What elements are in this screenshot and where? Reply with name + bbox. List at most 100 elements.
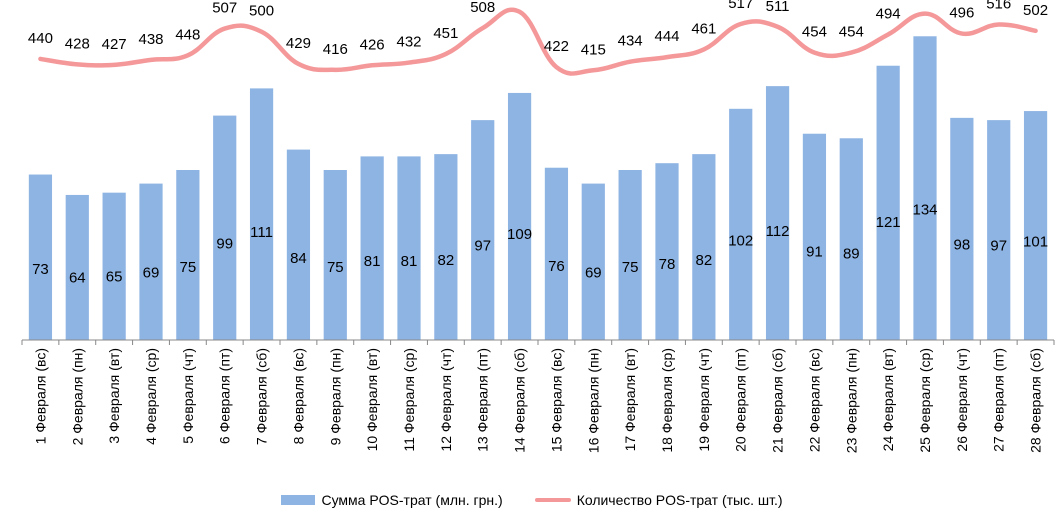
- bar-value-label: 84: [290, 250, 307, 267]
- category-label: 7 Февраля (сб): [254, 348, 270, 445]
- bar-value-label: 76: [548, 258, 565, 275]
- bar-value-label: 101: [1023, 234, 1048, 251]
- category-label: 11 Февраля (ср): [401, 348, 417, 452]
- category-label: 14 Февраля (сб): [512, 348, 528, 453]
- ticks-layer: [21, 340, 1055, 345]
- bar: [65, 194, 89, 340]
- bars-layer: [28, 36, 1048, 341]
- bar: [397, 156, 421, 340]
- bar-value-label: 81: [401, 253, 418, 270]
- bar: [618, 170, 642, 340]
- bar-value-label: 98: [954, 236, 971, 253]
- category-label: 10 Февраля (вт): [364, 348, 380, 451]
- bar: [913, 36, 937, 341]
- bar-value-label: 75: [327, 259, 344, 276]
- category-label: 24 Февраля (вт): [880, 348, 896, 451]
- legend-label-line: Количество POS-трат (тыс. шт.): [576, 492, 783, 508]
- bar: [544, 167, 569, 340]
- bar-value-label: 64: [69, 270, 86, 287]
- line-value-label: 494: [876, 5, 901, 22]
- bar: [655, 163, 679, 340]
- bar: [876, 65, 900, 340]
- bar: [102, 192, 126, 340]
- line-value-label: 426: [360, 36, 385, 53]
- category-label: 2 Февраля (пн): [69, 348, 85, 445]
- line-value-label: 434: [618, 33, 643, 50]
- bar-value-label: 81: [364, 253, 381, 270]
- line-value-label: 440: [28, 30, 53, 47]
- bar: [249, 88, 274, 341]
- line-layer: [38, 7, 1038, 76]
- category-label: 17 Февраля (вт): [622, 348, 638, 451]
- bar-value-label: 121: [876, 214, 901, 231]
- bar: [1023, 111, 1048, 340]
- category-label: 26 Февраля (чт): [954, 348, 970, 452]
- bar: [176, 170, 200, 340]
- line-value-label: 508: [470, 0, 495, 16]
- category-label: 4 Февраля (ср): [143, 348, 159, 445]
- bar-value-label: 89: [843, 245, 860, 262]
- category-label: 21 Февраля (сб): [770, 348, 786, 453]
- line-value-label: 540: [912, 0, 937, 2]
- legend-swatch-line: [534, 498, 571, 502]
- bar: [581, 183, 605, 340]
- category-label: 19 Февраля (чт): [696, 348, 712, 452]
- chart: 73 440 1 Февраля (вс) 64 428 2 Февраля (пн) 65…: [21, 0, 1055, 453]
- category-label: 18 Февраля (ср): [659, 348, 675, 453]
- bar: [471, 120, 495, 340]
- bar-value-label: 109: [507, 226, 532, 243]
- line-value-label: 461: [691, 20, 716, 37]
- line-value-label: 416: [323, 41, 348, 58]
- line-value-label: 511: [766, 0, 790, 15]
- bar-value-label: 69: [143, 265, 160, 282]
- bar-value-label: 91: [806, 243, 823, 260]
- bar-value-label: 102: [728, 233, 753, 250]
- category-label: 22 Февраля (вс): [806, 348, 822, 452]
- bar: [692, 154, 716, 340]
- line-value-label: 427: [102, 36, 127, 53]
- bar-value-label: 112: [766, 223, 790, 240]
- line-value-label: 444: [654, 28, 679, 45]
- category-label: 27 Февраля (пт): [991, 348, 1007, 452]
- category-label: 28 Февраля (сб): [1028, 348, 1044, 453]
- category-label: 15 Февраля (вс): [548, 348, 564, 452]
- labels-layer: 73 440 1 Февраля (вс) 64 428 2 Февраля (пн) 65…: [28, 0, 1048, 453]
- line-value-label: 454: [839, 24, 864, 41]
- bar: [323, 170, 347, 340]
- line-value-label: 415: [581, 41, 606, 58]
- bar: [28, 174, 53, 340]
- category-label: 20 Февраля (пт): [733, 348, 749, 452]
- bar: [434, 154, 458, 340]
- bar-value-label: 75: [622, 259, 639, 276]
- line-value-label: 428: [65, 35, 90, 52]
- bar-value-label: 73: [32, 261, 49, 278]
- bar-value-label: 111: [250, 224, 273, 241]
- line-value-label: 500: [249, 3, 274, 20]
- bar: [729, 108, 753, 340]
- bar: [987, 120, 1011, 340]
- line-value-label: 516: [986, 0, 1011, 12]
- bar-value-label: 65: [106, 269, 123, 286]
- line-value-label: 448: [175, 26, 200, 43]
- bar-value-label: 75: [180, 259, 197, 276]
- category-label: 6 Февраля (пт): [217, 348, 233, 444]
- category-label: 23 Февраля (пн): [843, 348, 859, 453]
- legend-label-bar: Сумма POS-трат (млн. грн.): [321, 492, 503, 508]
- bar: [213, 115, 237, 340]
- bar-value-label: 69: [585, 265, 602, 282]
- line-value-label: 517: [728, 0, 753, 12]
- legend: Сумма POS-трат (млн. грн.) Количество PO…: [0, 488, 1064, 512]
- category-label: 25 Февраля (ср): [917, 348, 933, 453]
- bar: [139, 183, 163, 340]
- bar-value-label: 82: [438, 252, 455, 269]
- legend-swatch-bar: [281, 495, 316, 505]
- category-label: 12 Февраля (чт): [438, 348, 454, 452]
- line-value-label: 502: [1023, 2, 1048, 19]
- legend-item-bar: Сумма POS-трат (млн. грн.): [281, 492, 503, 508]
- bar: [950, 117, 974, 340]
- line-value-label: 496: [949, 5, 974, 22]
- category-label: 9 Февраля (пн): [327, 348, 343, 445]
- series-line: [38, 7, 1038, 76]
- bar: [839, 138, 863, 340]
- bar: [360, 156, 384, 340]
